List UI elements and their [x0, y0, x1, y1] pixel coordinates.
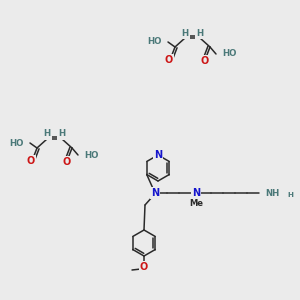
Text: HO: HO: [84, 151, 98, 160]
Text: H: H: [287, 192, 293, 198]
Text: N: N: [151, 188, 159, 198]
Text: O: O: [165, 55, 173, 65]
Text: Me: Me: [189, 199, 203, 208]
Text: H: H: [58, 130, 66, 139]
Text: N: N: [192, 188, 200, 198]
Text: O: O: [201, 56, 209, 66]
Text: H: H: [44, 130, 51, 139]
Text: O: O: [140, 262, 148, 272]
Text: HO: HO: [10, 139, 24, 148]
Text: HO: HO: [148, 38, 162, 46]
Text: O: O: [27, 156, 35, 166]
Text: NH: NH: [266, 188, 280, 197]
Text: O: O: [63, 157, 71, 167]
Text: H: H: [196, 28, 204, 38]
Text: HO: HO: [222, 50, 236, 58]
Text: H: H: [182, 28, 189, 38]
Text: N: N: [154, 150, 162, 160]
